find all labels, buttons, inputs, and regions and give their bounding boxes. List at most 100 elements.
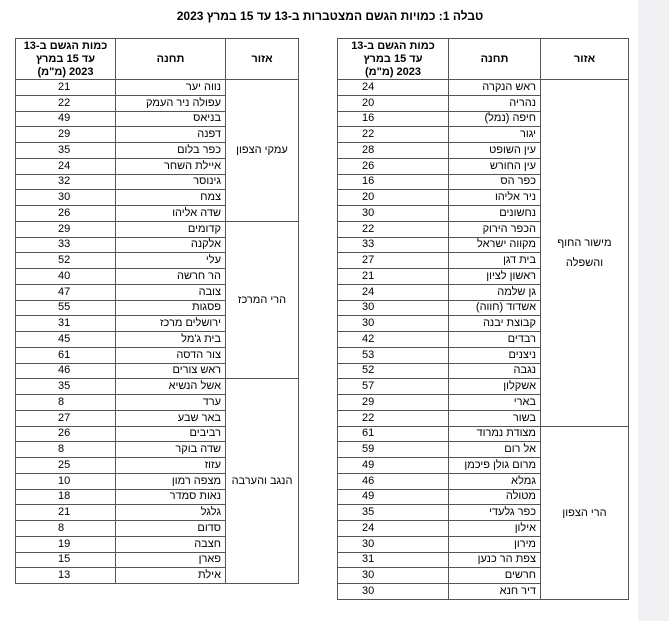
station-cell: אילון [448, 520, 541, 537]
rain-value-cell: 57 [337, 378, 449, 395]
station-cell: מטולה [448, 488, 541, 506]
data-row: הכפר הירוק 22 [337, 220, 629, 238]
rain-value-cell: 59 [337, 441, 449, 458]
header-line: כמות הגשם ב-13 [23, 39, 108, 52]
rain-value-cell: 32 [15, 173, 116, 191]
station-cell: אשקלון [448, 378, 541, 395]
data-row: חרשים 30 [337, 567, 629, 584]
station-cell: ירושלים מרכז [115, 315, 226, 332]
station-cell: יגור [448, 126, 541, 143]
header-line: 2023 (מ"מ) [364, 65, 422, 78]
data-row: בית דגן 27 [337, 252, 629, 269]
station-cell: עין החורש [448, 157, 541, 175]
data-row: חצבה 19 [15, 535, 299, 553]
rain-value-cell: 24 [337, 520, 449, 537]
region-cell: עמקי הצפון [225, 79, 299, 222]
station-cell: מצודת נמרוד [448, 425, 541, 443]
data-row: גלגל 21 [15, 504, 299, 521]
station-cell: רביבים [115, 425, 226, 443]
rain-value-cell: 21 [15, 504, 116, 521]
rain-value-cell: 16 [337, 173, 449, 191]
station-cell: אלקנה [115, 236, 226, 254]
header-line: 2023 (מ"מ) [37, 65, 94, 78]
region-cell: הרי הצפון [540, 425, 629, 600]
station-cell: דיר חנא [448, 583, 541, 600]
data-row: מטולה 49 [337, 488, 629, 506]
header-cell: אזור [225, 38, 299, 80]
data-row: בארי 29 [337, 394, 629, 411]
station-cell: כפר גלעדי [448, 504, 541, 521]
rain-value-cell: 10 [15, 472, 116, 490]
rain-value-cell: 21 [15, 79, 116, 96]
data-row: פארן 15 [15, 551, 299, 569]
station-cell: גלגל [115, 504, 226, 521]
rain-value-cell: 26 [15, 205, 116, 222]
station-cell: ראש צורים [115, 362, 226, 380]
rain-value-cell: 45 [15, 331, 116, 348]
data-row: דפנה 29 [15, 126, 299, 143]
data-row: ניר אליהו 20 [337, 189, 629, 206]
data-row: מרום גולן פיכמן 49 [337, 457, 629, 474]
station-cell: אילת [115, 567, 226, 584]
rain-value-cell: 31 [337, 551, 449, 569]
station-cell: הכפר הירוק [448, 220, 541, 238]
rain-value-cell: 61 [15, 346, 116, 364]
station-cell: חיפה (נמל) [448, 110, 541, 128]
rain-value-cell: 29 [15, 126, 116, 143]
rain-value-cell: 52 [15, 252, 116, 269]
rain-value-cell: 28 [337, 142, 449, 159]
station-cell: נאות סמדר [115, 488, 226, 506]
rain-value-cell: 33 [337, 236, 449, 254]
station-cell: נווה יער [115, 79, 226, 96]
region-cell: הנגב והערבה [225, 378, 299, 584]
rain-value-cell: 61 [337, 425, 449, 443]
rain-value-cell: 29 [15, 220, 116, 238]
station-cell: מצפה רמון [115, 472, 226, 490]
data-row: צור הדסה 61 [15, 346, 299, 364]
station-cell: נחשונים [448, 205, 541, 222]
rain-value-cell: 31 [15, 315, 116, 332]
rain-value-cell: 25 [15, 457, 116, 474]
station-cell: נהריה [448, 94, 541, 112]
rain-value-cell: 55 [15, 299, 116, 317]
data-row: הרי המרכז קדומים 29 [15, 220, 299, 380]
rain-value-cell: 13 [15, 567, 116, 584]
header-row: אזור תחנה כמות הגשם ב-13 עד 15 במרץ 2023 (מ"… [337, 38, 629, 80]
rain-value-cell: 24 [337, 283, 449, 301]
header-row: אזור תחנה כמות הגשם ב-13 עד 15 במרץ 2023 (מ"… [15, 38, 299, 80]
rain-value-cell: 46 [15, 362, 116, 380]
rain-value-cell: 27 [15, 409, 116, 427]
header-line: עד 15 במרץ [363, 52, 423, 65]
station-cell: פסגות [115, 299, 226, 317]
rain-value-cell: 30 [337, 299, 449, 317]
rain-value-cell: 24 [337, 79, 449, 96]
data-row: שדה בוקר 8 [15, 441, 299, 458]
header-cell: תחנה [448, 38, 541, 80]
station-cell: עלי [115, 252, 226, 269]
rain-value-cell: 33 [15, 236, 116, 254]
data-row: איילת השחר 24 [15, 157, 299, 175]
rain-value-cell: 22 [337, 126, 449, 143]
rain-value-cell: 53 [337, 346, 449, 364]
data-row: גן שלמה 24 [337, 283, 629, 301]
data-row: עפולה ניר העמק 22 [15, 94, 299, 112]
rain-value-cell: 35 [337, 504, 449, 521]
station-cell: הר חרשה [115, 268, 226, 285]
station-cell: רבדים [448, 331, 541, 348]
station-cell: עפולה ניר העמק [115, 94, 226, 112]
data-row: אשקלון 57 [337, 378, 629, 395]
rain-value-cell: 24 [15, 157, 116, 175]
data-row: ניצנים 53 [337, 346, 629, 364]
rain-value-cell: 20 [337, 189, 449, 206]
data-row: גינוסר 32 [15, 173, 299, 191]
station-cell: עזוז [115, 457, 226, 474]
header-cell: אזור [540, 38, 629, 80]
station-cell: איילת השחר [115, 157, 226, 175]
rain-value-cell: 49 [337, 488, 449, 506]
station-cell: בארי [448, 394, 541, 411]
rain-value-cell: 30 [337, 583, 449, 600]
data-row: עלי 52 [15, 252, 299, 269]
rain-value-cell: 16 [337, 110, 449, 128]
station-cell: צובה [115, 283, 226, 301]
rain-value-cell: 30 [15, 189, 116, 206]
